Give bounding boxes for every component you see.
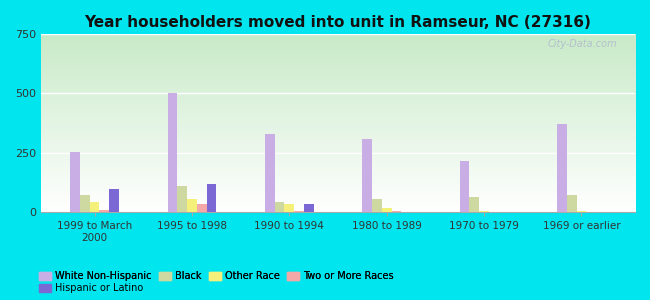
Legend: Hispanic or Latino: Hispanic or Latino bbox=[37, 281, 145, 295]
Bar bbox=[460, 161, 469, 212]
Text: City-Data.com: City-Data.com bbox=[547, 39, 618, 49]
Bar bbox=[294, 211, 304, 212]
Bar bbox=[362, 139, 372, 212]
Bar bbox=[469, 197, 479, 212]
Bar bbox=[577, 211, 586, 212]
Bar bbox=[567, 194, 577, 212]
Bar bbox=[109, 189, 119, 212]
Bar bbox=[265, 134, 275, 212]
Bar bbox=[70, 152, 80, 212]
Bar bbox=[372, 199, 382, 212]
Bar bbox=[187, 199, 197, 212]
Bar bbox=[479, 211, 489, 212]
Bar bbox=[197, 204, 207, 212]
Bar bbox=[304, 204, 314, 212]
Legend: White Non-Hispanic, Black, Other Race, Two or More Races: White Non-Hispanic, Black, Other Race, T… bbox=[37, 269, 395, 283]
Bar bbox=[391, 211, 401, 212]
Bar bbox=[177, 186, 187, 212]
Bar bbox=[285, 204, 294, 212]
Bar bbox=[275, 202, 285, 212]
Bar bbox=[557, 124, 567, 212]
Bar bbox=[168, 93, 177, 212]
Bar bbox=[207, 184, 216, 212]
Title: Year householders moved into unit in Ramseur, NC (27316): Year householders moved into unit in Ram… bbox=[84, 15, 592, 30]
Bar bbox=[382, 208, 391, 212]
Bar bbox=[90, 202, 99, 212]
Bar bbox=[99, 210, 109, 212]
Bar bbox=[80, 194, 90, 212]
